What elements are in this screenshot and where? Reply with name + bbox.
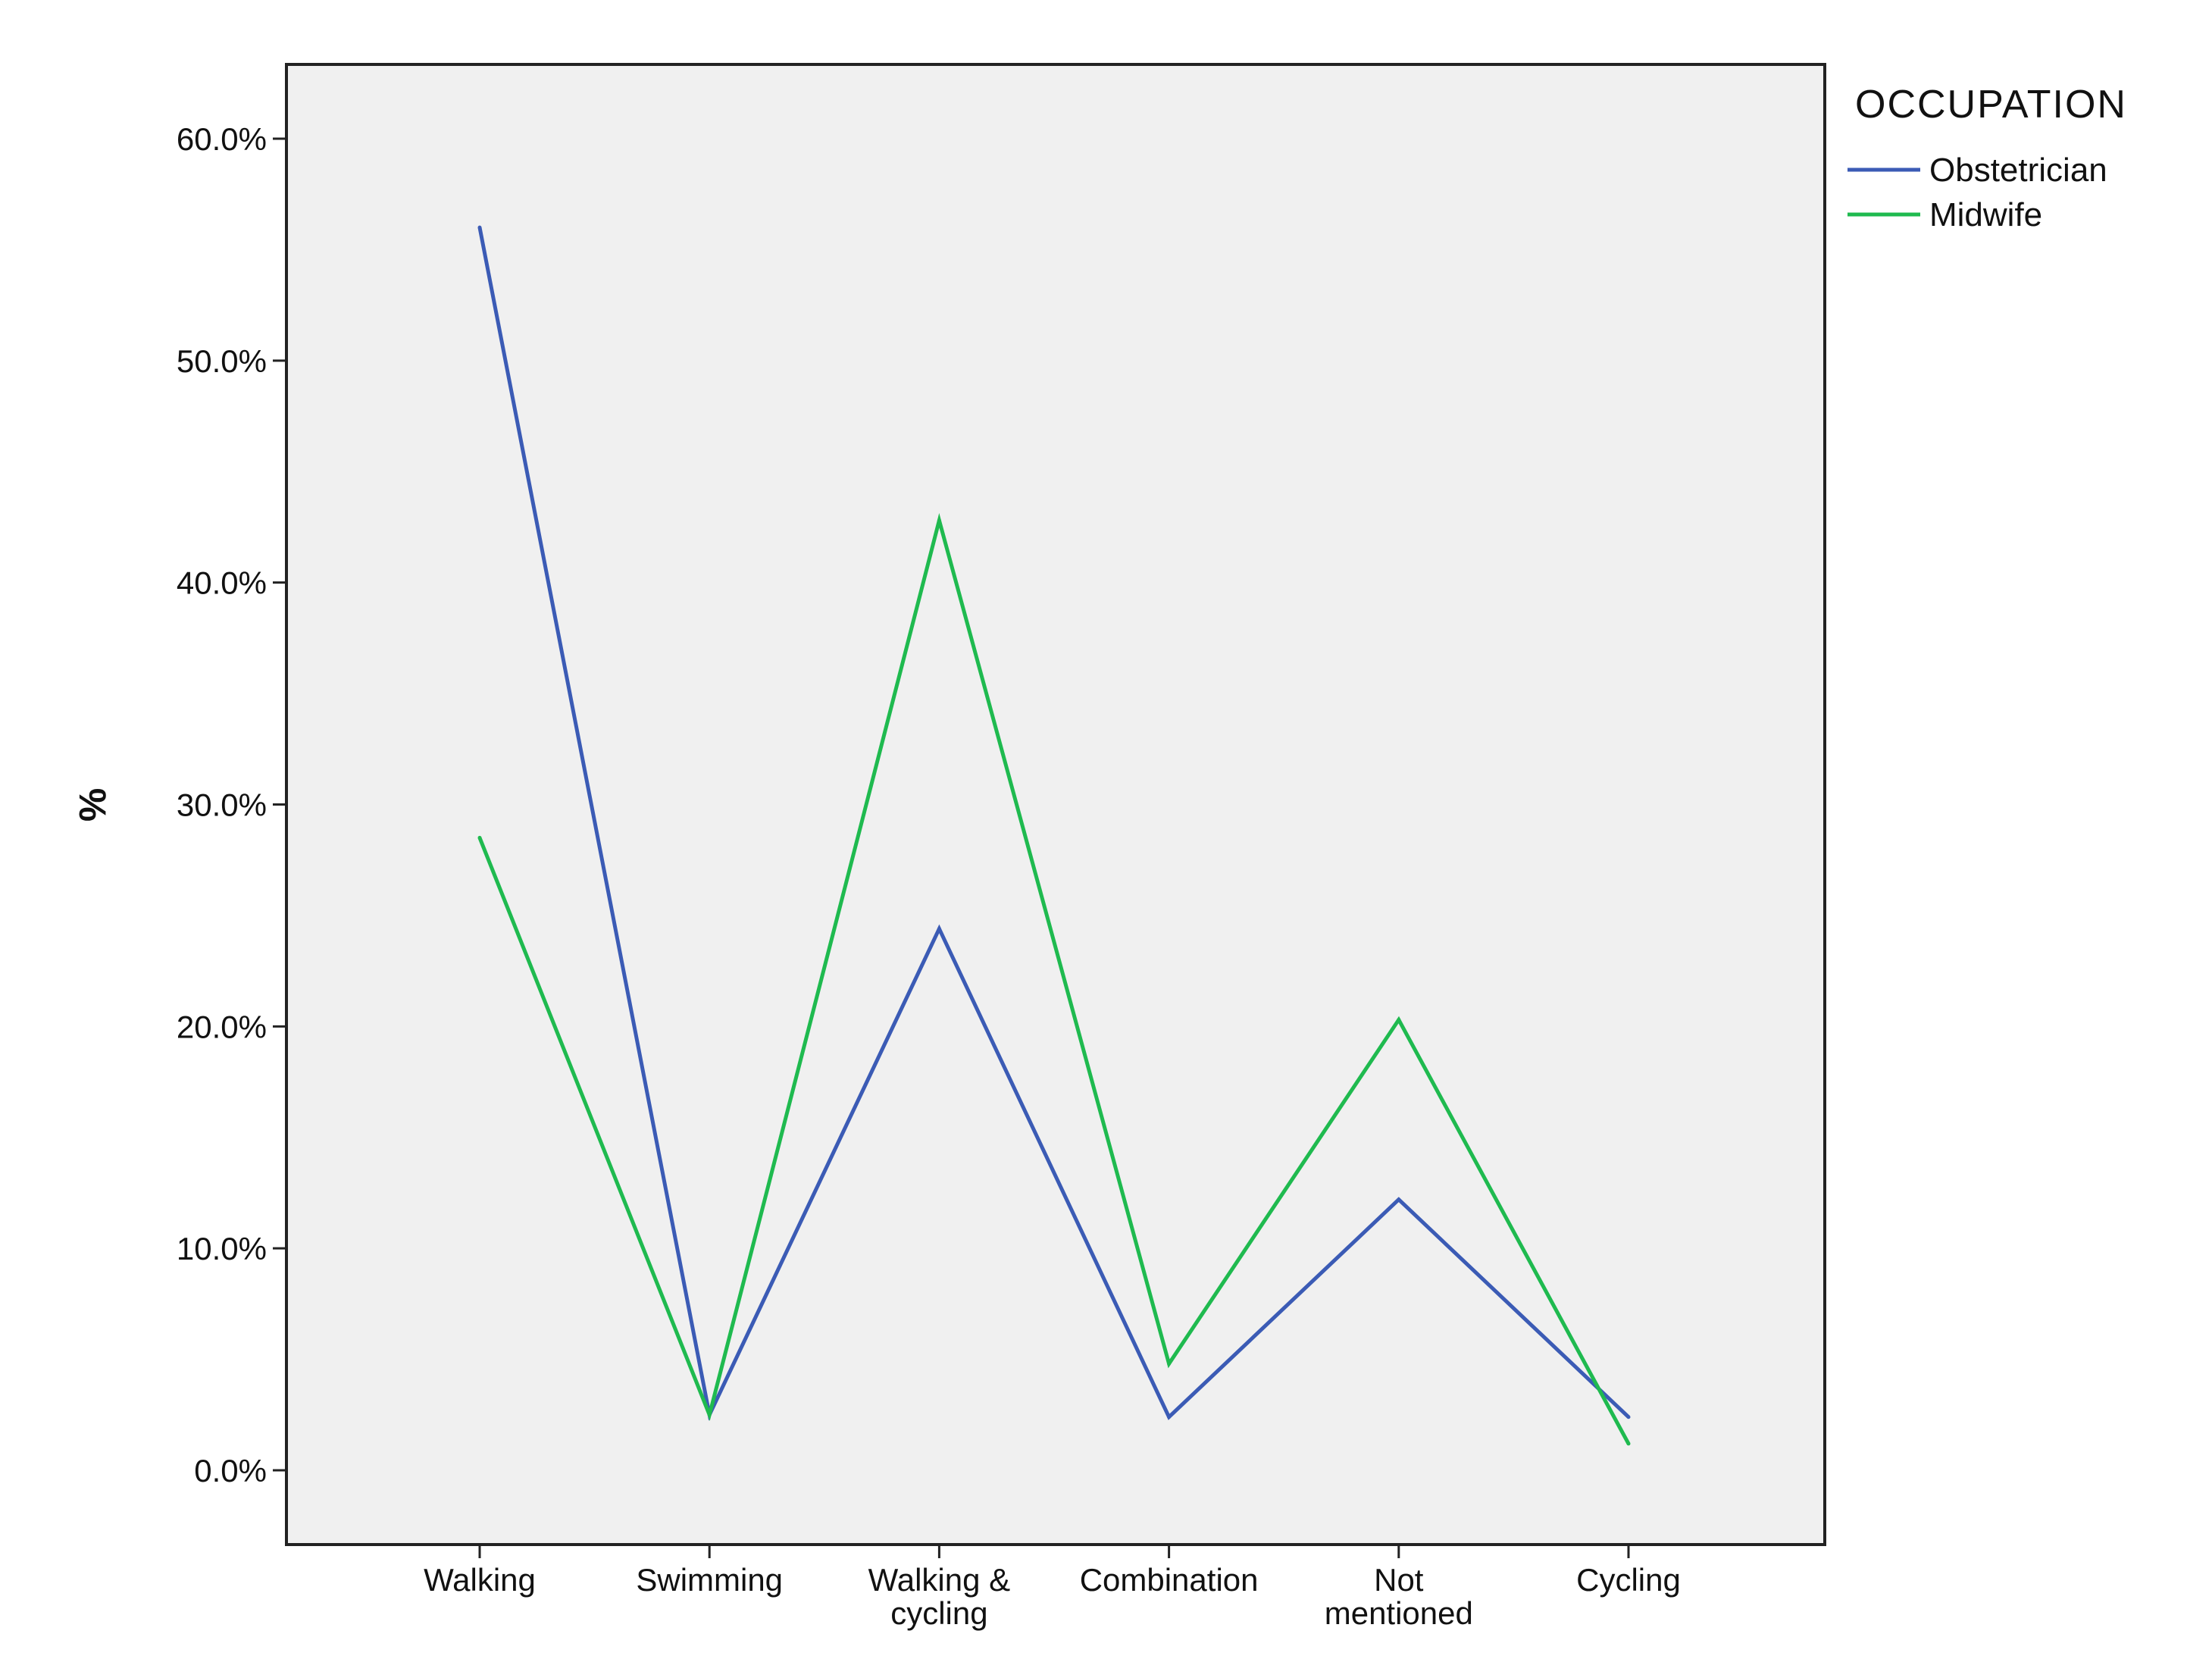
data-point-midwife	[477, 835, 482, 840]
x-tick-label: Swimming	[636, 1562, 783, 1598]
data-point-midwife	[1167, 1361, 1172, 1366]
y-tick-label: 30.0%	[177, 787, 267, 823]
data-point-obstetrician	[1397, 1197, 1401, 1202]
x-tick-label: Walking & cycling	[868, 1562, 1011, 1631]
data-point-midwife	[707, 1413, 712, 1417]
plot-area	[285, 63, 1826, 1546]
data-point-midwife	[1397, 1018, 1401, 1022]
legend: OCCUPATION Obstetrician Midwife	[1848, 83, 2127, 233]
data-point-obstetrician	[937, 926, 941, 931]
y-tick-label: 20.0%	[177, 1009, 267, 1044]
y-axis-title: %	[71, 788, 114, 822]
data-point-midwife	[937, 518, 941, 523]
legend-label: Midwife	[1929, 196, 2042, 233]
y-tick-label: 50.0%	[177, 343, 267, 379]
y-axis: 0.0% 10.0% 20.0% 30.0% 40.0% 50.0% 60.0%	[177, 121, 286, 1488]
data-point-obstetrician	[1167, 1415, 1172, 1420]
x-axis: Walking Swimming Walking & cycling Combinati…	[424, 1545, 1681, 1631]
series-line-midwife	[477, 512, 1631, 1445]
x-tick-label: Cycling	[1576, 1562, 1681, 1598]
data-point-obstetrician	[1626, 1415, 1631, 1420]
x-tick-label: Not mentioned	[1325, 1562, 1473, 1631]
y-tick-label: 40.0%	[177, 565, 267, 601]
series-line-obstetrician	[477, 227, 1630, 1421]
series-layer	[477, 225, 1631, 1446]
y-tick-label: 10.0%	[177, 1231, 267, 1266]
data-point-midwife	[1626, 1441, 1631, 1446]
x-tick-label: Walking	[424, 1562, 536, 1598]
legend-title: OCCUPATION	[1855, 83, 2127, 127]
y-tick-label: 60.0%	[177, 121, 267, 157]
y-tick-label: 0.0%	[194, 1453, 267, 1488]
legend-label: Obstetrician	[1929, 152, 2107, 189]
x-tick-label: Combination	[1080, 1562, 1259, 1598]
data-point-obstetrician	[477, 225, 482, 230]
